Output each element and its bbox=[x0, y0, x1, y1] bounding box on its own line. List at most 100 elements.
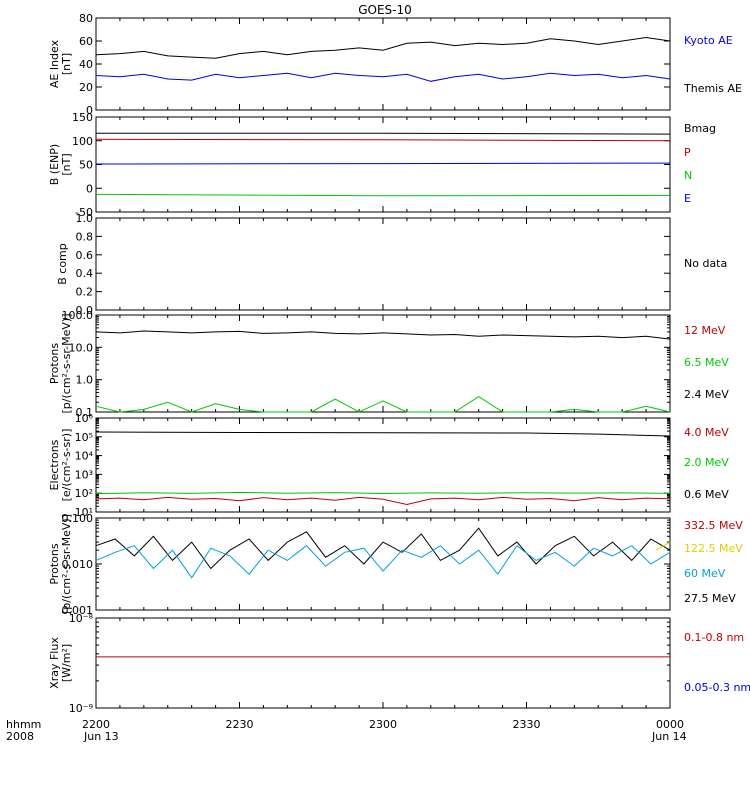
y-axis-label: [nT] bbox=[60, 153, 73, 175]
hhmm-label: hhmm bbox=[6, 718, 41, 731]
x-tick-label: 0000 bbox=[656, 718, 684, 731]
legend-label: No data bbox=[684, 257, 727, 270]
y-axis-label: Electrons bbox=[48, 439, 61, 490]
y-tick-label: 10⁴ bbox=[75, 450, 94, 463]
legend-label: N bbox=[684, 169, 692, 182]
y-tick-label: -50 bbox=[75, 206, 93, 219]
y-tick-label: 50 bbox=[79, 159, 93, 172]
y-tick-label: 100 bbox=[72, 135, 93, 148]
y-tick-label: 0.0 bbox=[76, 304, 94, 317]
panel-4: 0.1 1.0 10.0 100.0 Protons [p/(cm²-s-sr-MeV)]… bbox=[48, 309, 729, 419]
y-tick-label: 10⁻⁸ bbox=[69, 612, 94, 625]
date-label: Jun 13 bbox=[83, 730, 119, 743]
y-tick-label: 0 bbox=[86, 104, 93, 117]
y-axis-label: Xray Flux bbox=[48, 637, 61, 689]
time-axis-footer: hhmm 2008 2200 2230 2300 2330 0000 Jun 13 Jun … bbox=[6, 718, 687, 743]
legend-label: 0.1-0.8 nm bbox=[684, 631, 744, 644]
series-line-red bbox=[95, 496, 671, 506]
y-axis-label: B (ENP) bbox=[48, 144, 61, 185]
date-label: Jun 14 bbox=[651, 730, 687, 743]
legend-label: 0.05-0.3 nm bbox=[684, 681, 750, 694]
panel-3: 0.0 0.2 0.4 0.6 0.8 1.0 B comp No data bbox=[56, 212, 727, 317]
y-tick-label: 60 bbox=[79, 35, 93, 48]
x-tick-label: 2230 bbox=[226, 718, 254, 731]
panel-6: 0.001 0.010 0.100 Protons [p/(cm²-s-sr-MeV)]… bbox=[48, 512, 743, 617]
series-line-black bbox=[95, 330, 671, 340]
series-line-black bbox=[95, 527, 671, 570]
y-tick-label: 10.0 bbox=[69, 341, 94, 354]
legend-label: 122.5 MeV bbox=[684, 542, 743, 555]
legend-label: 0.6 MeV bbox=[684, 488, 729, 501]
y-tick-label: 0.001 bbox=[62, 604, 94, 617]
series-line-green bbox=[95, 396, 671, 413]
x-tick-label: 2300 bbox=[369, 718, 397, 731]
series-line-yellow bbox=[655, 541, 671, 551]
y-tick-label: 20 bbox=[79, 81, 93, 94]
y-tick-label: 0.2 bbox=[76, 286, 94, 299]
panel-2: -50 0 50 100 150 B (ENP) [nT] Bmag PNE bbox=[48, 111, 716, 219]
series-line-green bbox=[95, 491, 671, 495]
legend-label: 2.4 MeV bbox=[684, 388, 729, 401]
legend-label: Kyoto AE bbox=[684, 34, 733, 47]
series-line-green bbox=[95, 193, 671, 197]
y-tick-label: 0.100 bbox=[62, 512, 94, 525]
legend-label: 60 MeV bbox=[684, 567, 726, 580]
y-tick-label: 0.6 bbox=[76, 249, 94, 262]
y-tick-label: 10² bbox=[75, 487, 93, 500]
y-axis-label: AE Index bbox=[48, 39, 61, 88]
x-tick-label: 2330 bbox=[513, 718, 541, 731]
y-axis-label: Protons bbox=[48, 543, 61, 584]
y-tick-label: 150 bbox=[72, 111, 93, 124]
panel-frame bbox=[95, 116, 671, 213]
legend-label: 4.0 MeV bbox=[684, 426, 729, 439]
y-tick-label: 0.8 bbox=[76, 230, 94, 243]
y-tick-label: 10⁵ bbox=[75, 431, 93, 444]
legend-label: 27.5 MeV bbox=[684, 592, 736, 605]
y-tick-label: 0.1 bbox=[76, 406, 94, 419]
x-tick-label: 2200 bbox=[82, 718, 110, 731]
legend-label: 12 MeV bbox=[684, 324, 726, 337]
y-axis-label: [e/(cm²-s-sr)] bbox=[60, 429, 73, 502]
legend-label: 332.5 MeV bbox=[684, 519, 743, 532]
y-tick-label: 10⁻⁹ bbox=[69, 702, 93, 715]
panel-1: 0 20 40 60 80 AE Index [nT] Kyoto AE Themis AE bbox=[48, 12, 742, 117]
series-line-cyan bbox=[95, 544, 671, 579]
y-axis-label: [W/m²] bbox=[60, 644, 73, 682]
y-tick-label: 0 bbox=[86, 182, 93, 195]
legend-label: 2.0 MeV bbox=[684, 456, 729, 469]
panel-frame bbox=[95, 217, 671, 311]
y-tick-label: 10⁶ bbox=[75, 412, 94, 425]
panel-7: 10⁻⁹ 10⁻⁸ Xray Flux [W/m²] 0.1-0.8 nm 0.05-0.… bbox=[48, 612, 750, 715]
y-tick-label: 10¹ bbox=[75, 506, 93, 519]
legend-label: E bbox=[684, 192, 691, 205]
panel-frame bbox=[95, 617, 671, 709]
y-tick-label: 0.4 bbox=[76, 267, 94, 280]
series-line-black bbox=[96, 132, 671, 135]
y-tick-label: 10³ bbox=[75, 468, 93, 481]
y-tick-label: 80 bbox=[79, 12, 93, 25]
panel-5: 10¹ 10² 10³ 10⁴ 10⁵ 10⁶ Electrons [e/(cm²-s-sr)… bbox=[48, 412, 729, 519]
y-axis-label: [p/(cm²-s-sr-MeV)] bbox=[60, 314, 73, 414]
y-tick-label: 100.0 bbox=[62, 309, 94, 322]
plot-title: GOES-10 bbox=[358, 3, 412, 17]
legend-label: P bbox=[684, 146, 691, 159]
y-axis-label: Protons bbox=[48, 343, 61, 384]
legend-label: Bmag bbox=[684, 122, 716, 135]
legend-label: Themis AE bbox=[683, 82, 742, 95]
series-line-blue bbox=[95, 162, 671, 165]
y-tick-label: 1.0 bbox=[76, 212, 94, 225]
series-line-red bbox=[95, 138, 671, 142]
legend-label: 6.5 MeV bbox=[684, 356, 729, 369]
y-tick-label: 1.0 bbox=[76, 374, 94, 387]
series-line-black bbox=[95, 36, 671, 59]
panel-frame bbox=[95, 17, 671, 111]
y-tick-label: 40 bbox=[79, 58, 93, 71]
year-label: 2008 bbox=[6, 730, 34, 743]
y-axis-label: [p/(cm²-s-sr-MeV)] bbox=[60, 514, 73, 614]
y-axis-label: [nT] bbox=[60, 53, 73, 75]
panel-frame bbox=[95, 314, 671, 413]
y-tick-label: 0.010 bbox=[62, 558, 94, 571]
y-axis-label: B comp bbox=[56, 243, 69, 285]
